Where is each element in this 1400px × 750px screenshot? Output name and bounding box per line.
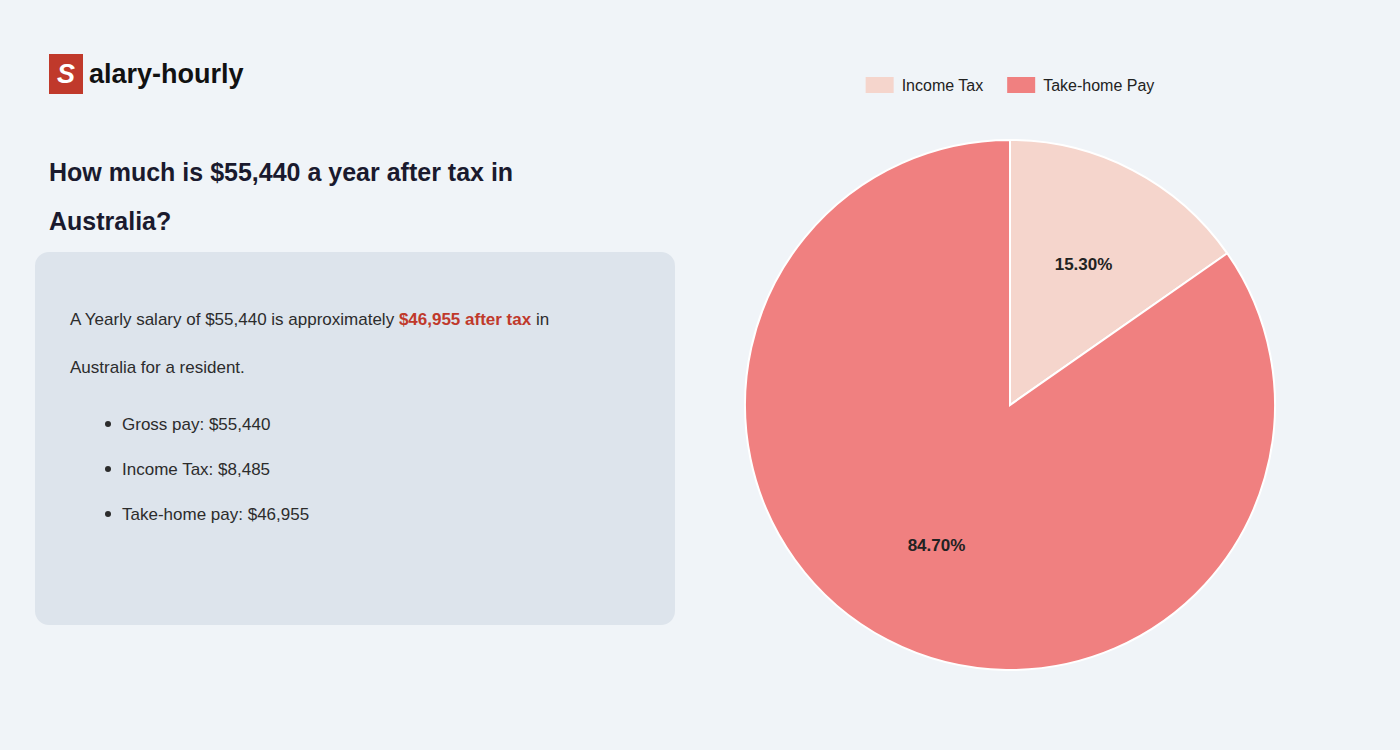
legend-item: Take-home Pay: [1007, 77, 1154, 94]
bullet-text: Take-home pay: $46,955: [122, 505, 309, 524]
summary-highlight: $46,955 after tax: [399, 310, 532, 329]
data-labels: 15.30% 84.70%: [908, 255, 1113, 556]
title: How much is $55,440 a year after tax in A…: [49, 158, 513, 235]
bullet-dot: [105, 421, 111, 427]
info-panel: Salary-hourly How much is $55,440 a year …: [35, 54, 675, 625]
logo-box: [49, 54, 83, 94]
bullet-dot: [105, 466, 111, 472]
pie: 15.30% 84.70%: [745, 140, 1275, 670]
logo-text: alary-hourly: [89, 59, 244, 89]
summary-line: A Yearly salary of $55,440 is approximat…: [70, 310, 549, 329]
legend-label: Take-home Pay: [1043, 77, 1154, 94]
legend-swatch: [866, 77, 894, 93]
info-box: [35, 252, 675, 625]
summary-line: Australia for a resident.: [70, 358, 245, 377]
logo-initial: S: [57, 59, 75, 89]
title-line: How much is $55,440 a year after tax in: [49, 158, 513, 186]
legend-item: Income Tax: [866, 77, 984, 94]
legend-swatch: [1007, 77, 1035, 93]
title-line: Australia?: [49, 207, 171, 235]
summary-text: A Yearly salary of $55,440 is approximat…: [70, 310, 399, 329]
data-label: 84.70%: [908, 536, 966, 555]
data-label: 15.30%: [1055, 255, 1113, 274]
chart-root: Salary-hourly How much is $55,440 a year …: [0, 0, 1400, 750]
bullet-text: Income Tax: $8,485: [122, 460, 270, 479]
bullet-dot: [105, 511, 111, 517]
summary-text: in: [531, 310, 549, 329]
bullet-text: Gross pay: $55,440: [122, 415, 270, 434]
slices: [745, 140, 1275, 670]
pie-slice: [745, 140, 1275, 670]
legend-label: Income Tax: [902, 77, 984, 94]
legend: Income Tax Take-home Pay: [866, 77, 1155, 94]
